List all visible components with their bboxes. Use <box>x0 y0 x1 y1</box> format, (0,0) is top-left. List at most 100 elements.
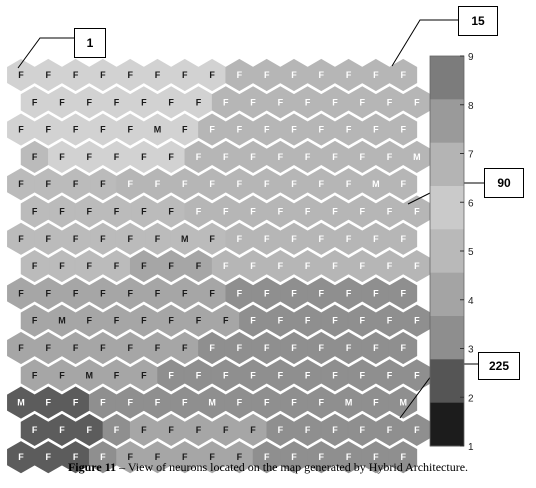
hex-neuron-24 <box>239 86 267 119</box>
hex-label-210: F <box>414 425 420 435</box>
hex-label-177: F <box>332 370 338 380</box>
hex-neuron-193 <box>334 386 363 419</box>
hex-neuron-57 <box>321 140 349 173</box>
hex-neuron-14 <box>361 58 390 92</box>
hex-neuron-200 <box>129 413 158 446</box>
hex-neuron-152 <box>34 331 63 365</box>
hex-neuron-87 <box>321 195 349 228</box>
colorbar-tick-8: 8 <box>468 101 474 112</box>
hex-label-152: F <box>46 343 52 353</box>
hex-neuron-2 <box>34 58 63 92</box>
caption-label: Figure 11 <box>67 460 117 474</box>
hex-label-183: F <box>73 398 79 408</box>
hex-label-133: F <box>346 288 352 298</box>
hex-label-201: F <box>168 425 174 435</box>
hex-neuron-91 <box>7 222 35 255</box>
hex-neuron-101 <box>280 222 308 255</box>
hex-label-75: F <box>400 179 406 189</box>
hex-label-169: F <box>114 370 120 380</box>
hex-neuron-128 <box>198 277 227 310</box>
hex-neuron-170 <box>129 359 158 392</box>
hex-neuron-123 <box>61 277 90 310</box>
hex-label-22: F <box>196 97 202 107</box>
hex-neuron-94 <box>88 222 117 255</box>
hex-label-80: F <box>141 207 147 217</box>
hex-neuron-198 <box>75 413 104 446</box>
hex-neuron-100 <box>252 222 281 255</box>
hex-neuron-61 <box>7 168 35 201</box>
hex-neuron-117 <box>321 250 349 283</box>
hex-label-92: F <box>46 234 52 244</box>
hex-neuron-134 <box>361 277 390 310</box>
hex-label-50: F <box>141 152 147 162</box>
hex-label-137: M <box>58 316 66 326</box>
hex-label-123: F <box>73 288 79 298</box>
hex-neuron-50 <box>129 140 158 173</box>
hex-neuron-196 <box>20 413 49 446</box>
colorbar-band-9 <box>430 402 464 447</box>
hex-label-60: M <box>413 152 421 162</box>
hex-neuron-67 <box>170 168 199 201</box>
hex-neuron-179 <box>375 359 404 392</box>
hex-neuron-23 <box>211 86 240 119</box>
hex-neuron-93 <box>61 222 90 255</box>
hex-neuron-166 <box>20 359 49 392</box>
hex-label-39: F <box>237 125 243 135</box>
hex-label-6: F <box>155 70 161 80</box>
hex-label-74: M <box>372 179 380 189</box>
hex-label-31: F <box>18 125 24 135</box>
colorbar-tick-5: 5 <box>468 247 474 258</box>
hex-neuron-52 <box>184 140 213 173</box>
hex-neuron-13 <box>334 58 363 92</box>
callout-225: 225 <box>478 352 520 380</box>
leader-1 <box>17 37 74 69</box>
hex-label-91: F <box>18 234 24 244</box>
hex-neuron-132 <box>307 277 336 310</box>
hex-label-204: F <box>250 425 256 435</box>
hex-label-111: F <box>168 261 174 271</box>
hex-label-70: F <box>264 179 270 189</box>
hex-neuron-40 <box>252 113 281 146</box>
hex-label-24: F <box>250 97 256 107</box>
hex-neuron-46 <box>20 140 49 173</box>
hex-neuron-1 <box>7 58 35 92</box>
hex-label-203: F <box>223 425 229 435</box>
hex-label-82: F <box>196 207 202 217</box>
hex-neuron-176 <box>293 359 322 392</box>
hex-neuron-126 <box>143 277 172 310</box>
hex-label-8: F <box>209 70 215 80</box>
hex-neuron-164 <box>361 331 390 365</box>
hex-neuron-31 <box>7 113 35 146</box>
hex-label-20: F <box>141 97 147 107</box>
hex-neuron-85 <box>266 195 295 228</box>
colorbar-tick-9: 9 <box>468 52 474 63</box>
hex-neuron-174 <box>239 359 267 392</box>
hex-neuron-76 <box>20 195 49 228</box>
hex-label-38: F <box>209 125 215 135</box>
hex-label-10: F <box>264 70 270 80</box>
hex-label-47: F <box>59 152 65 162</box>
hex-label-63: F <box>73 179 79 189</box>
hex-neuron-77 <box>48 195 76 228</box>
hex-neuron-58 <box>348 140 377 173</box>
colorbar-tick-2: 2 <box>468 393 474 404</box>
hex-label-189: F <box>237 398 243 408</box>
hex-label-146: F <box>305 316 311 326</box>
hex-label-168: M <box>86 370 94 380</box>
hex-label-151: F <box>18 343 24 353</box>
hex-neuron-49 <box>102 140 131 173</box>
hex-neuron-48 <box>75 140 104 173</box>
hex-label-193: M <box>345 398 353 408</box>
hex-label-77: F <box>59 207 65 217</box>
hex-label-180: F <box>414 370 420 380</box>
hex-neuron-79 <box>102 195 131 228</box>
hex-label-3: F <box>73 70 79 80</box>
colorbar-tick-3: 3 <box>468 345 474 356</box>
hex-label-23: F <box>223 97 229 107</box>
hex-neuron-12 <box>307 58 336 92</box>
hex-neuron-206 <box>293 413 322 446</box>
hex-neuron-43 <box>334 113 363 146</box>
hex-label-2: F <box>46 70 52 80</box>
